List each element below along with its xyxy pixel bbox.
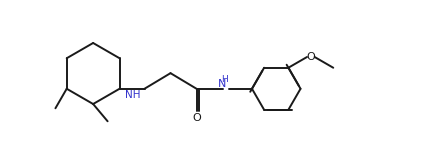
- Text: O: O: [192, 113, 201, 123]
- Text: NH: NH: [125, 90, 140, 100]
- Text: O: O: [306, 52, 315, 62]
- Text: N: N: [218, 79, 227, 89]
- Text: H: H: [221, 75, 227, 84]
